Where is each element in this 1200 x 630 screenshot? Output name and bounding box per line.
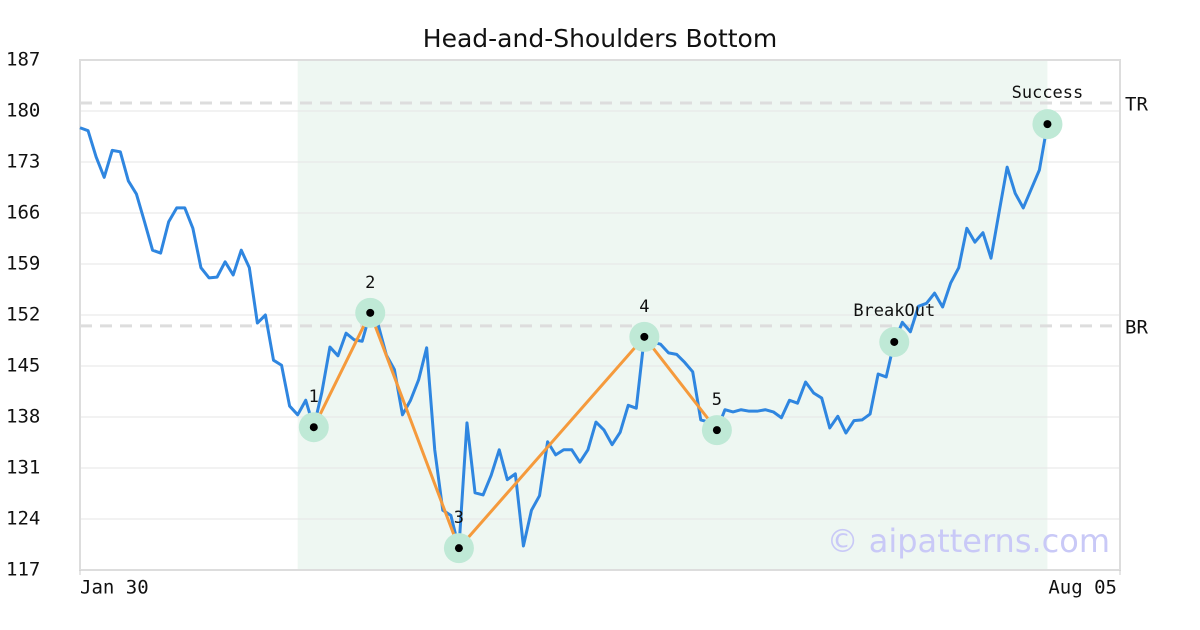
pattern-point-label: 4 (639, 297, 649, 317)
price-line (79, 123, 1049, 550)
pattern-point-label: 5 (712, 390, 722, 410)
y-tick-label: 166 (6, 202, 40, 224)
y-tick-label: 180 (6, 100, 40, 122)
y-tick-label: 138 (6, 406, 40, 428)
chart-title: Head-and-Shoulders Bottom (423, 24, 777, 53)
pattern-point (366, 308, 375, 317)
pattern-point (309, 423, 318, 432)
pattern-point (454, 544, 463, 553)
y-tick-label: 131 (6, 457, 40, 479)
pattern-point-label: 3 (454, 508, 464, 528)
pattern-point-label: Success (1012, 83, 1084, 103)
y-tick-label: 173 (6, 151, 40, 173)
reference-label: TR (1125, 93, 1148, 115)
pattern-point (1043, 120, 1052, 129)
pattern-point-label: BreakOut (853, 301, 935, 321)
y-tick-label: 145 (6, 355, 40, 377)
pattern-point (890, 337, 899, 346)
pattern-point-label: 2 (365, 273, 375, 293)
x-tick-label: Jan 30 (80, 577, 149, 599)
watermark: © aipatterns.com (827, 522, 1110, 560)
pattern-point-label: 1 (309, 387, 319, 407)
pattern-point (640, 332, 649, 341)
x-tick-label: Aug 05 (1048, 577, 1117, 599)
plot-frame (79, 59, 1121, 571)
y-tick-label: 117 (6, 559, 40, 581)
y-tick-label: 152 (6, 304, 40, 326)
y-tick-label: 124 (6, 508, 40, 530)
pattern-point (712, 426, 721, 435)
y-tick-label: 159 (6, 253, 40, 275)
reference-label: BR (1125, 316, 1148, 338)
y-tick-label: 187 (6, 49, 40, 71)
